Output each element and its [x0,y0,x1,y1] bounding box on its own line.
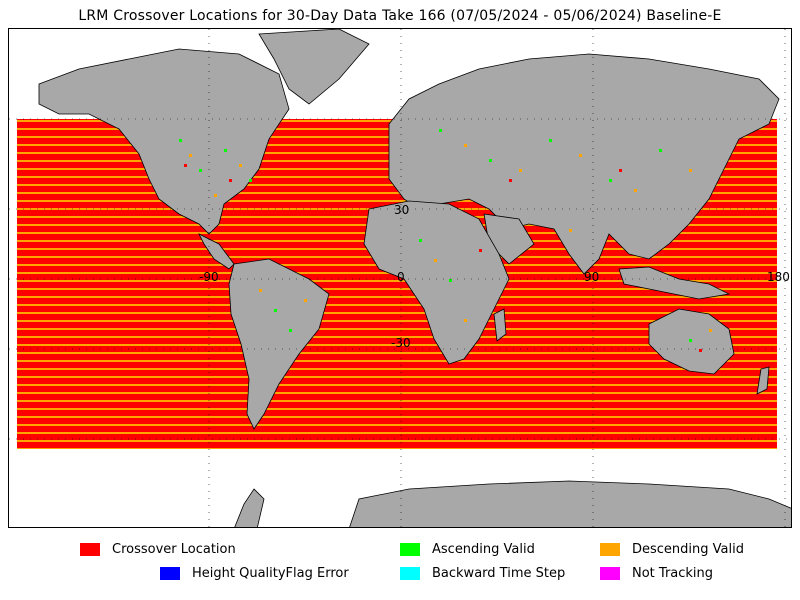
legend-swatch-height-error [160,566,180,580]
legend-backward-time-step: Backward Time Step [400,565,565,581]
legend-label: Height QualityFlag Error [192,565,349,581]
legend-crossover-location: Crossover Location [80,541,236,557]
land-antarctica [349,480,791,527]
legend-height-qualityflag-error: Height QualityFlag Error [160,565,349,581]
legend-swatch-not-tracking [600,566,620,580]
graticule-label-lon-minus-90: -90 [199,270,219,284]
land-markers [179,129,712,352]
legend-label: Backward Time Step [432,565,566,581]
legend-label: Crossover Location [112,541,236,557]
legend-label: Ascending Valid [432,541,535,557]
legend-swatch-descending [600,542,620,556]
graticule [9,29,791,527]
legend-descending-valid: Descending Valid [600,541,744,557]
land-greenland [258,29,370,105]
legend-swatch-backward [400,566,420,580]
graticule-label-lon-90: 90 [584,270,599,284]
legend-swatch-crossover [80,542,100,556]
legend-swatch-ascending [400,542,420,556]
land-central-america [198,233,235,270]
graticule-label-lon-0: 0 [397,270,405,284]
land-antarctic-peninsula [234,488,265,527]
legend-label: Descending Valid [632,541,744,557]
land-north-america [38,48,290,235]
land-eurasia [388,53,780,275]
land-new-zealand [756,366,770,395]
map-title: LRM Crossover Locations for 30-Day Data … [78,8,722,24]
graticule-label-lon-180: 180 [767,270,790,284]
legend-ascending-valid: Ascending Valid [400,541,535,557]
graticule-label-lat-30s: -30 [391,336,411,350]
land-madagascar [493,308,507,342]
legend-not-tracking: Not Tracking [600,565,713,581]
crossover-map: 30 -90 0 -30 90 180 [8,28,792,528]
graticule-label-lat-30n: 30 [394,203,409,217]
land-indonesia [618,266,731,300]
legend-label: Not Tracking [632,565,714,581]
